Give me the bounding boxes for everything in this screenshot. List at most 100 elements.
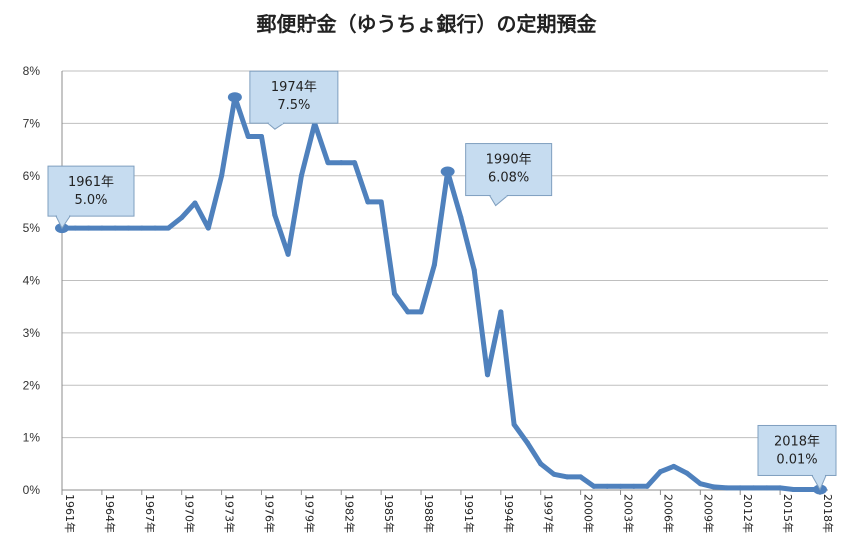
data-point <box>272 212 278 218</box>
data-point <box>471 267 477 273</box>
data-point <box>458 215 464 221</box>
data-point <box>697 481 703 487</box>
x-tick-label: 1982年 <box>342 494 356 533</box>
data-point <box>671 463 677 469</box>
callout-box: 2018年 0.01% <box>757 424 837 491</box>
x-tick-label: 1961年 <box>63 494 77 533</box>
callout-value: 0.01% <box>776 452 817 467</box>
x-tick-label: 1991年 <box>462 494 476 533</box>
data-point <box>86 225 92 231</box>
y-tick-label: 5% <box>23 221 41 235</box>
y-tick-label: 8% <box>23 64 41 78</box>
callout-box: 1990年 6.08% <box>465 143 553 207</box>
callout-value: 6.08% <box>488 171 529 186</box>
data-point <box>564 474 570 480</box>
data-point <box>352 160 358 166</box>
grid-lines <box>62 70 828 491</box>
callout-value: 5.0% <box>74 193 107 208</box>
y-tick-label: 2% <box>23 378 41 392</box>
y-tick-label: 4% <box>23 274 41 288</box>
highlight-marker <box>440 166 455 177</box>
data-point <box>245 133 251 139</box>
data-point <box>125 225 131 231</box>
data-point <box>405 309 411 315</box>
data-point <box>604 483 610 489</box>
data-point <box>298 173 304 179</box>
data-point <box>205 225 211 231</box>
data-point <box>485 372 491 378</box>
data-point <box>644 483 650 489</box>
callout-year: 2018年 <box>774 434 820 449</box>
data-point <box>139 225 145 231</box>
callout-bg <box>47 165 135 217</box>
callout-box: 1961年 5.0% <box>47 165 135 230</box>
x-tick-label: 1997年 <box>542 494 556 533</box>
data-point <box>258 133 264 139</box>
callout-bg <box>249 70 339 124</box>
x-tick-label: 2003年 <box>622 494 636 533</box>
callout-value: 7.5% <box>277 98 310 113</box>
data-point <box>72 225 78 231</box>
data-point <box>618 483 624 489</box>
data-point <box>538 461 544 467</box>
data-point <box>790 486 796 492</box>
data-point <box>112 225 118 231</box>
series-layer <box>55 92 827 495</box>
y-tick-label: 1% <box>23 431 41 445</box>
data-point <box>365 199 371 205</box>
data-point <box>711 484 717 490</box>
x-tick-label: 1985年 <box>382 494 396 533</box>
x-tick-label: 1994年 <box>502 494 516 533</box>
x-tick-label: 2012年 <box>741 494 755 533</box>
data-point <box>219 173 225 179</box>
data-point <box>498 309 504 315</box>
y-tick-label: 3% <box>23 326 41 340</box>
x-tick-label: 1964年 <box>103 494 117 533</box>
chart-title: 郵便貯金（ゆうちょ銀行）の定期預金 <box>256 12 597 36</box>
data-point <box>378 199 384 205</box>
callout-bg <box>465 143 553 197</box>
x-tick-label: 1988年 <box>422 494 436 533</box>
x-tick-label: 1973年 <box>223 494 237 533</box>
x-tick-label: 2009年 <box>701 494 715 533</box>
data-point <box>99 225 105 231</box>
callout-box: 1974年 7.5% <box>249 70 339 130</box>
data-point <box>431 262 437 268</box>
x-tick-label: 2006年 <box>661 494 675 533</box>
data-point <box>657 469 663 475</box>
x-tick-label: 2018年 <box>821 494 835 533</box>
data-point <box>684 470 690 476</box>
callout-year: 1974年 <box>271 80 317 95</box>
x-tick-label: 1976年 <box>262 494 276 533</box>
callout-year: 1961年 <box>68 175 114 190</box>
x-tick-label: 1970年 <box>183 494 197 533</box>
y-tick-label: 0% <box>23 483 41 497</box>
data-point <box>325 160 331 166</box>
data-point <box>165 225 171 231</box>
callout-bg <box>757 424 837 476</box>
callout-year: 1990年 <box>486 153 532 168</box>
data-point <box>391 291 397 297</box>
data-point <box>578 474 584 480</box>
data-point <box>551 471 557 477</box>
highlight-marker <box>227 92 242 103</box>
x-tick-label: 2015年 <box>781 494 795 533</box>
data-point <box>192 200 198 206</box>
data-point <box>338 160 344 166</box>
data-point <box>152 225 158 231</box>
callouts: 1961年 5.0% 1974年 7.5% 1990年 6.08% 2018年 0.01% <box>47 70 837 491</box>
y-tick-label: 7% <box>23 116 41 130</box>
data-point <box>591 483 597 489</box>
data-point <box>285 251 291 257</box>
x-tick-label: 1967年 <box>143 494 157 533</box>
data-point <box>804 486 810 492</box>
data-point <box>751 485 757 491</box>
y-tick-label: 6% <box>23 169 41 183</box>
series-line <box>59 94 823 492</box>
data-point <box>631 483 637 489</box>
data-point <box>511 422 517 428</box>
data-point <box>737 485 743 491</box>
data-point <box>777 485 783 491</box>
data-point <box>524 440 530 446</box>
